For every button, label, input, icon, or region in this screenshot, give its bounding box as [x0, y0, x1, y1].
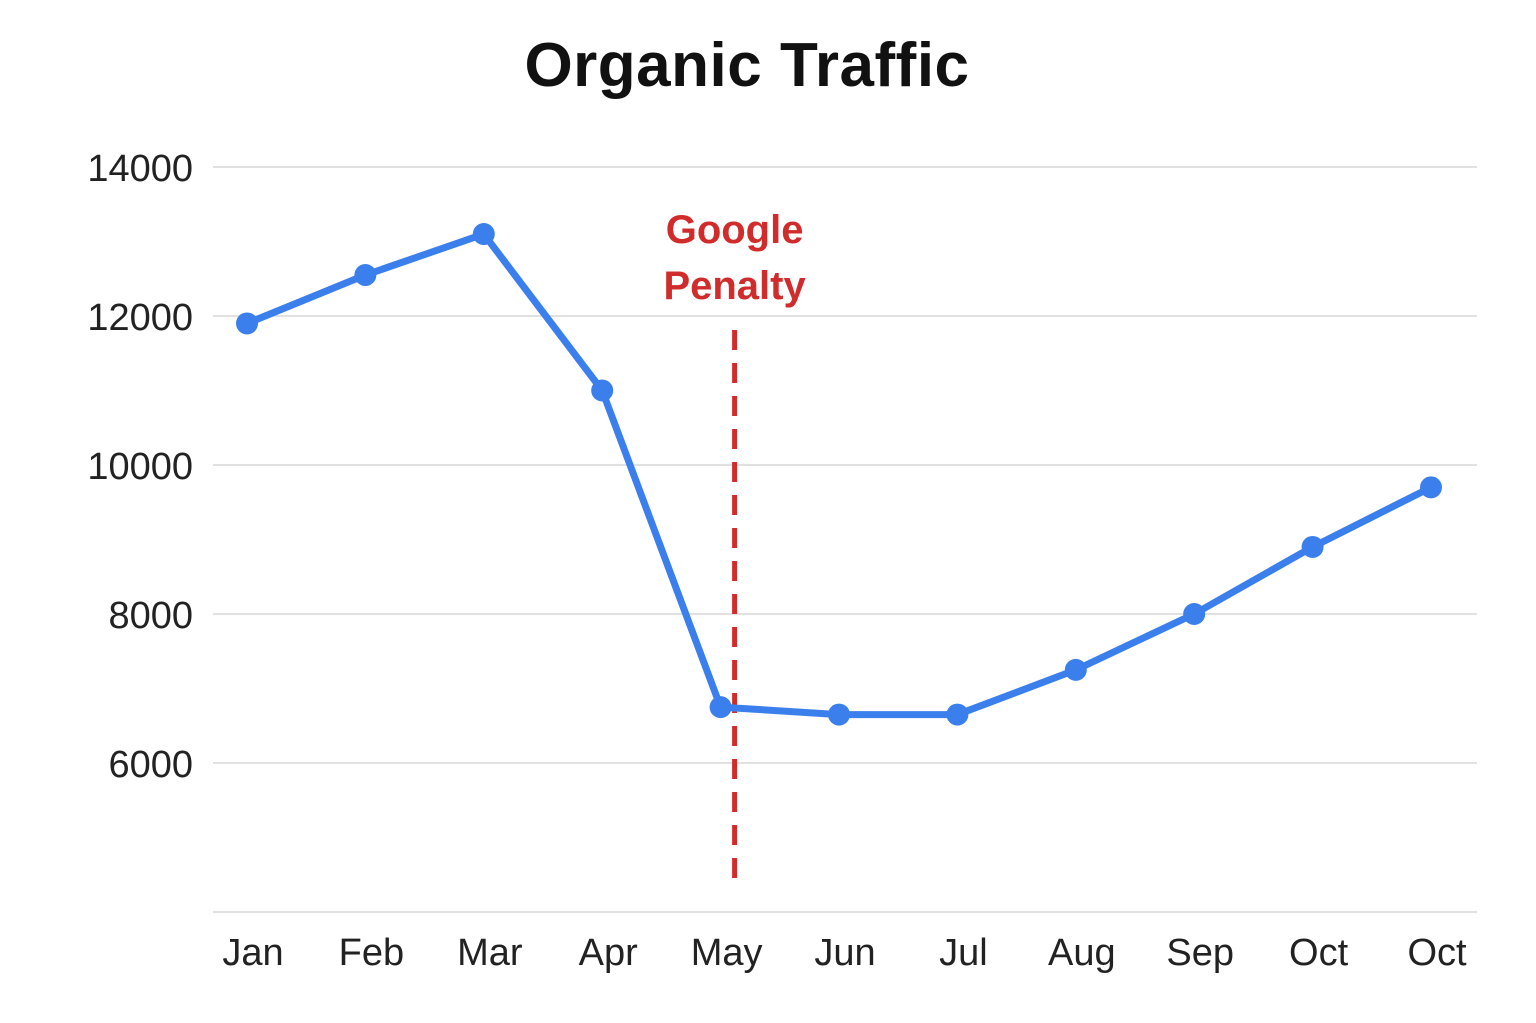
data-point	[1064, 658, 1087, 681]
chart-title: Organic Traffic	[524, 31, 970, 100]
data-point	[472, 223, 495, 246]
annotation-label: Google	[666, 208, 804, 252]
x-tick-label: May	[691, 932, 763, 974]
y-tick-label: 6000	[108, 744, 193, 786]
y-tick-label: 12000	[87, 297, 193, 339]
x-tick-label: Jul	[939, 932, 988, 974]
x-tick-label: Oct	[1407, 932, 1467, 974]
y-tick-label: 8000	[108, 595, 193, 637]
x-tick-label: Jan	[222, 932, 283, 974]
data-point	[1301, 535, 1324, 558]
gridlines	[213, 166, 1477, 764]
y-tick-label: 14000	[87, 148, 193, 190]
data-point	[354, 264, 377, 287]
data-point	[236, 312, 258, 335]
x-tick-label: Oct	[1289, 932, 1349, 974]
data-point	[1420, 476, 1442, 499]
x-tick-label: Aug	[1048, 932, 1116, 974]
data-point	[591, 379, 614, 402]
data-point	[1183, 603, 1206, 625]
series-line	[243, 230, 1435, 719]
annotation: Google Penalty	[663, 208, 806, 885]
x-tick-label: Jun	[814, 932, 875, 974]
series	[236, 223, 1442, 726]
x-axis: Jan Feb Mar Apr May Jun Jul Aug Sep Oct Oct	[213, 911, 1477, 974]
x-tick-label: Sep	[1166, 932, 1234, 974]
y-tick-label: 10000	[87, 446, 193, 488]
x-tick-label: Apr	[579, 932, 638, 974]
annotation-label: Penalty	[663, 264, 806, 308]
data-point	[946, 703, 969, 726]
x-tick-label: Mar	[457, 932, 523, 974]
x-tick-label: Feb	[339, 932, 404, 974]
data-point	[709, 696, 732, 719]
data-point	[828, 703, 850, 726]
y-axis: 14000 12000 10000 8000 6000	[87, 148, 193, 786]
